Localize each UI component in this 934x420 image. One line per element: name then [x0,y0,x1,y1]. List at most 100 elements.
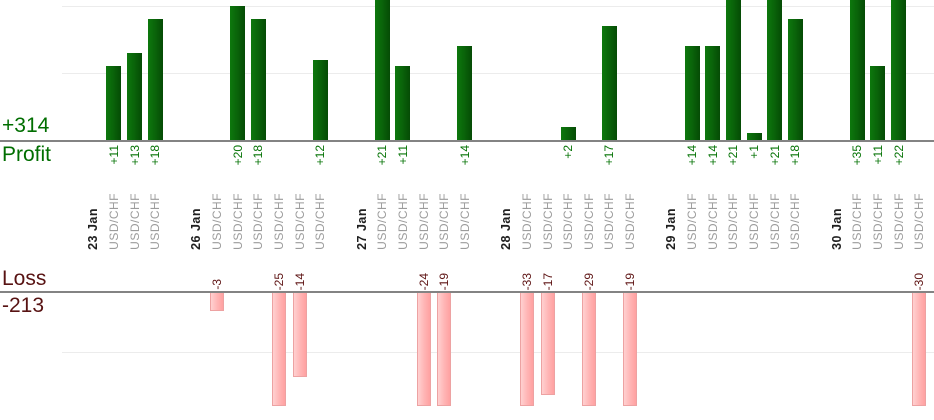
instrument-label: USD/CHF [230,193,245,250]
loss-bar [540,293,555,395]
profit-value-label: +14 [685,145,699,166]
profit-bar [849,0,865,140]
profit-bar [684,46,700,140]
profit-value-label: +14 [705,145,720,166]
profit-value-label: +1 [747,145,761,159]
date-label: 29 Jan [664,208,679,250]
date-label: 27 Jan [354,208,369,250]
profit-axis-label: Profit [2,143,52,166]
loss-bar [210,293,225,311]
instrument-label: USD/CHF [519,193,534,250]
instrument-label: USD/CHF [747,193,761,250]
profit-value-label: +18 [148,145,163,166]
loss-bar [292,293,307,377]
trade-column: +13 USD/CHF [124,0,145,420]
date-label: 26 Jan [189,208,204,250]
trade-column: +20 USD/CHF [227,0,248,420]
date-column: 28 Jan [496,0,517,420]
trade-column: +14 USD/CHF [702,0,723,420]
profit-bar [705,46,721,140]
trade-column: -19 USD/CHF [434,0,455,420]
trade-column: -33 USD/CHF [516,0,537,420]
date-column: 23 Jan [83,0,104,420]
trade-column: -3 USD/CHF [207,0,228,420]
trade-column: +22 USD/CHF [888,0,909,420]
instrument-label: USD/CHF [767,193,782,250]
instrument-label: USD/CHF [788,193,803,250]
trade-column: -17 USD/CHF [537,0,558,420]
loss-value-label: -19 [437,272,452,290]
loss-value-label: -29 [581,272,596,290]
profit-bar [127,53,142,140]
trade-column: -19 USD/CHF [620,0,641,420]
loss-value-label: -25 [272,272,286,290]
instrument-label: USD/CHF [891,193,906,250]
loss-bar [437,293,452,406]
loss-axis-label: Loss [2,267,47,290]
trade-column: +11 USD/CHF [392,0,413,420]
loss-bar [623,293,638,406]
profit-bar [147,19,163,140]
profit-value-label: +13 [127,145,142,166]
profit-value-label: +21 [726,145,741,166]
trade-column: +35 USD/CHF [847,0,868,420]
profit-bar [787,19,803,140]
trade-column: +18 USD/CHF [145,0,166,420]
profit-bar [560,127,576,140]
loss-bar [272,293,286,406]
instrument-label: USD/CHF [210,193,225,250]
profit-bar [106,66,122,140]
trade-column: +1 USD/CHF [744,0,765,420]
profit-value-label: +22 [891,145,906,166]
instrument-label: USD/CHF [581,193,596,250]
profit-bar [250,19,266,140]
loss-axis-line [0,291,934,293]
date-column: 27 Jan [351,0,372,420]
profit-value-label: +11 [870,145,885,165]
instrument-label: USD/CHF [437,193,452,250]
trade-column: -14 USD/CHF [289,0,310,420]
loss-bar [519,293,534,406]
trade-column: +11 USD/CHF [867,0,888,420]
trade-column: +12 USD/CHF [310,0,331,420]
loss-bar [581,293,596,406]
loss-bar [416,293,431,406]
gridline [62,6,934,7]
instrument-label: USD/CHF [540,193,555,250]
trade-column: +14 USD/CHF [682,0,703,420]
instrument-label: USD/CHF [313,193,328,250]
instrument-label: USD/CHF [705,193,720,250]
date-label: 30 Jan [829,208,844,250]
profit-axis-line [0,140,934,142]
profit-bar [725,0,741,140]
trade-column: -24 USD/CHF [413,0,434,420]
profit-bar [374,0,390,140]
gridline [62,352,934,353]
profit-value-label: +21 [375,145,390,166]
loss-value-label: -24 [416,272,431,290]
profit-bar [746,133,762,140]
profit-bar [601,26,617,140]
instrument-label: USD/CHF [375,193,390,250]
trade-column: -29 USD/CHF [578,0,599,420]
profit-total-label: +314 [2,114,50,137]
trade-column: -25 USD/CHF [269,0,290,420]
date-label: 28 Jan [499,208,514,250]
instrument-label: USD/CHF [106,193,121,250]
trade-column: -30 USD/CHF [909,0,930,420]
trade-column: +11 USD/CHF [103,0,124,420]
trade-column: +2 USD/CHF [558,0,579,420]
instrument-label: USD/CHF [292,193,307,250]
profit-bar [457,46,473,140]
instrument-label: USD/CHF [726,193,741,250]
trade-column: +21 USD/CHF [764,0,785,420]
profit-value-label: +35 [850,145,865,166]
instrument-label: USD/CHF [127,193,142,250]
date-label: 23 Jan [86,208,101,250]
profit-value-label: +21 [767,145,782,166]
profit-bar [312,60,328,140]
gridline [62,73,934,74]
profit-value-label: +17 [602,145,617,166]
profit-value-label: +12 [313,145,328,166]
